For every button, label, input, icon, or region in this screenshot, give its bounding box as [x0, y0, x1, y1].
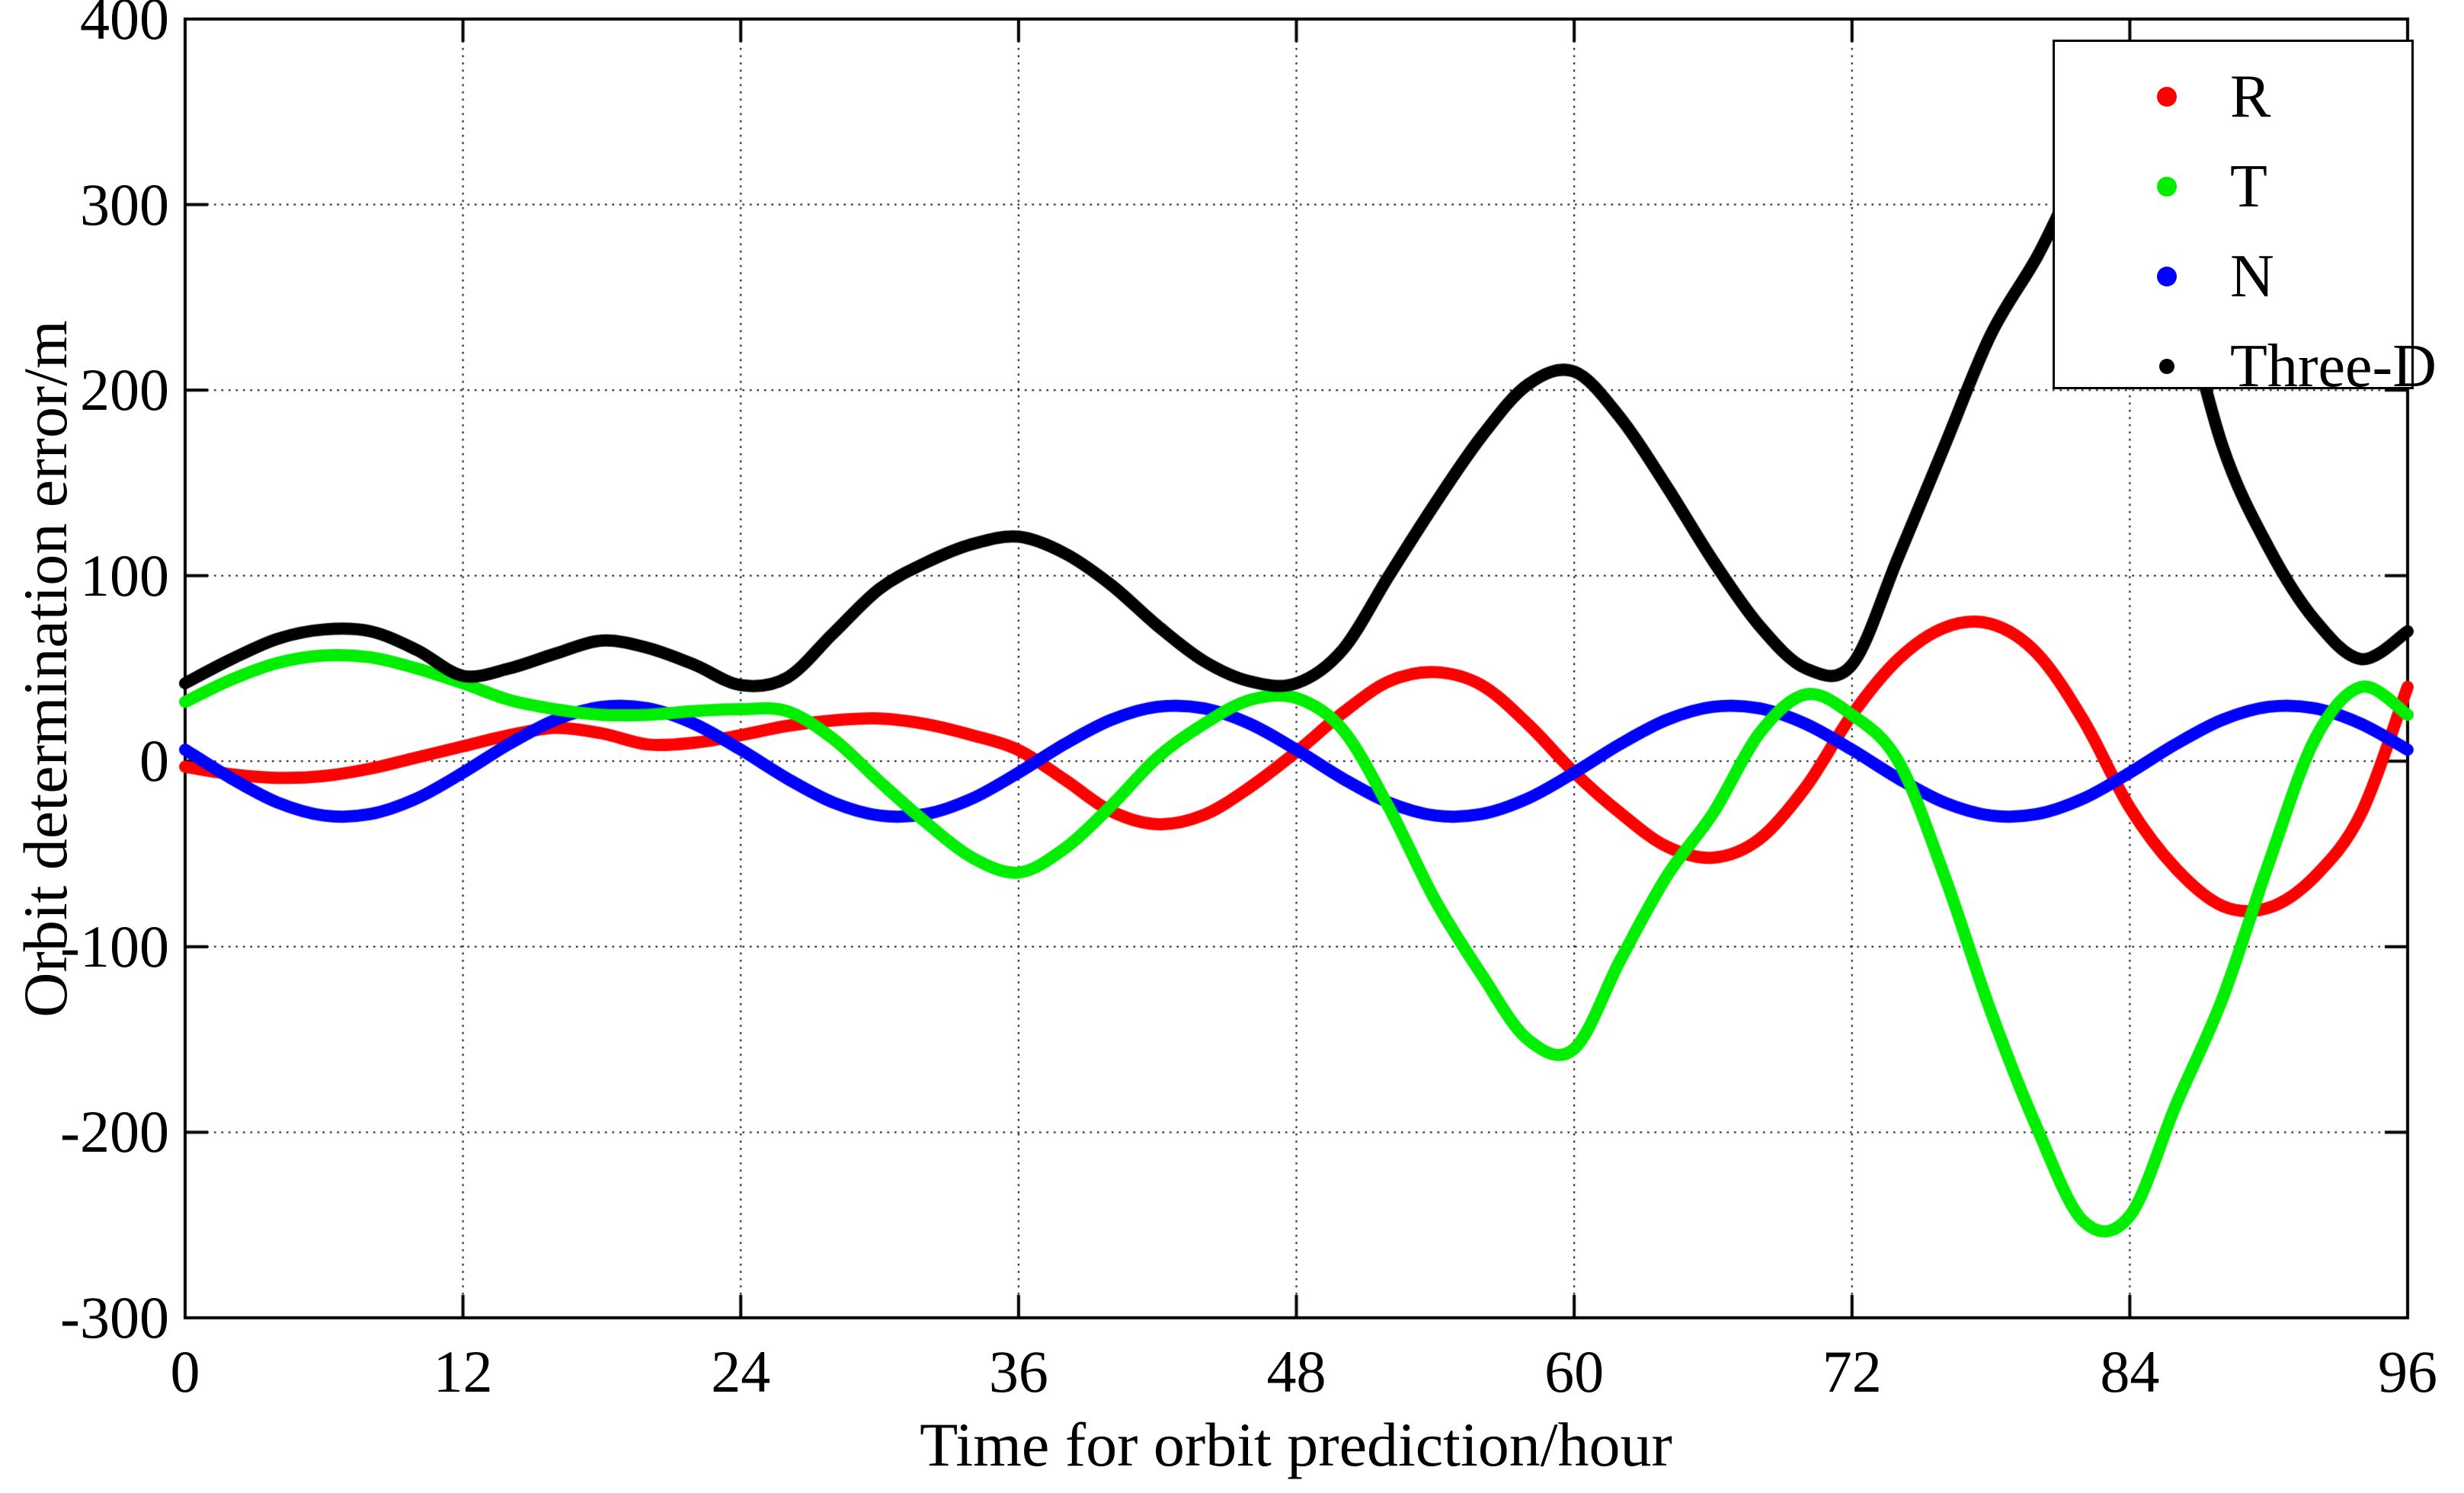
legend-marker-t [2157, 177, 2177, 197]
x-tick-label: 96 [2378, 1338, 2437, 1405]
x-tick-label: 60 [1544, 1338, 1605, 1405]
y-axis-title: Orbit determination error/m [11, 320, 80, 1018]
y-tick-label: -100 [60, 913, 169, 980]
legend-item-n: N [2055, 246, 2274, 307]
legend-label-t: T [2230, 153, 2267, 220]
x-tick-label: 84 [2100, 1338, 2160, 1405]
legend-marker-r [2157, 87, 2177, 107]
x-tick-label: 0 [170, 1338, 200, 1405]
y-tick-label: 400 [80, 0, 169, 52]
x-tick-label: 36 [988, 1338, 1048, 1405]
y-tick-label: 200 [80, 356, 169, 424]
x-tick-label: 24 [711, 1338, 771, 1405]
x-tick-label: 48 [1266, 1338, 1326, 1405]
legend-label-three-d: Three-D [2230, 333, 2437, 400]
legend-marker-n [2157, 267, 2177, 286]
legend-item-three-d: Three-D [2055, 336, 2437, 397]
legend-marker-three-d [2159, 359, 2174, 374]
y-tick-label: 0 [139, 727, 169, 794]
legend: R T N Three-D [2053, 40, 2437, 397]
x-axis-title: Time for orbit prediction/hour [920, 1410, 1672, 1479]
y-tick-label: -200 [60, 1098, 169, 1165]
legend-label-r: R [2230, 63, 2271, 130]
x-tick-label: 72 [1822, 1338, 1882, 1405]
legend-label-n: N [2230, 243, 2274, 310]
y-tick-label: -300 [60, 1284, 169, 1351]
y-tick-label: 300 [80, 171, 169, 238]
legend-item-t: T [2055, 156, 2267, 217]
x-tick-label: 12 [433, 1338, 493, 1405]
y-tick-label: 100 [80, 542, 169, 609]
legend-item-r: R [2055, 66, 2270, 127]
